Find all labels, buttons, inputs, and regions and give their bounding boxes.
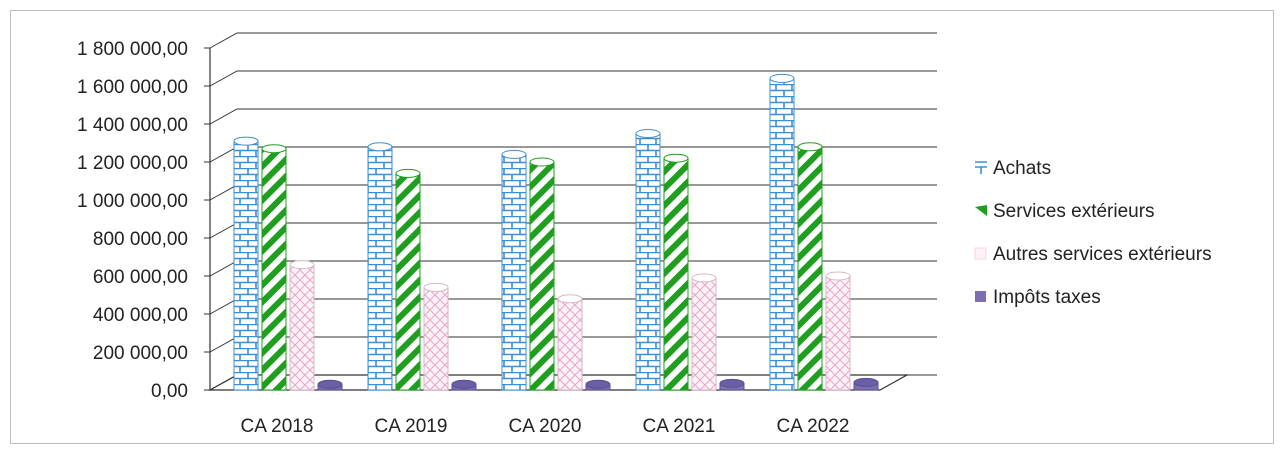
gridline [209, 108, 937, 125]
bar-autres-services-exterieurs [557, 294, 583, 391]
y-tick-label: 1 800 000,00 [77, 39, 188, 60]
bar-autres-services-exterieurs [825, 271, 851, 391]
bar-achats [501, 149, 527, 391]
y-tick-label: 400 000,00 [93, 305, 188, 326]
bar-services-exterieurs [663, 153, 689, 391]
bar-achats [635, 129, 661, 391]
bar-impots-taxes [585, 379, 611, 391]
x-tick-label: CA 2022 [777, 416, 850, 437]
svg-text:Autres services extérieurs: Autres services extérieurs [993, 244, 1212, 265]
x-tick-label: CA 2019 [375, 416, 448, 437]
bar-services-exterieurs [261, 144, 287, 391]
y-tick-label: 600 000,00 [93, 267, 188, 288]
x-tick-label: CA 2018 [241, 416, 314, 437]
bars [233, 73, 879, 391]
bar-impots-taxes [317, 379, 343, 391]
legend-item-impots-taxes: Impôts taxes [975, 287, 1101, 308]
svg-text:Services extérieurs: Services extérieurs [993, 201, 1155, 222]
gridline [209, 222, 937, 239]
bar-autres-services-exterieurs [423, 282, 449, 391]
bar-services-exterieurs [395, 168, 421, 391]
legend-item-autres-services-exterieurs: Autres services extérieurs [974, 244, 1212, 265]
bar-impots-taxes [451, 379, 477, 391]
y-tick-label: 800 000,00 [93, 229, 188, 250]
svg-text:Achats: Achats [993, 158, 1051, 179]
x-tick-label: CA 2020 [509, 416, 582, 437]
y-tick-label: 1 200 000,00 [77, 153, 188, 174]
y-tick-label: 1 000 000,00 [77, 191, 188, 212]
svg-text:Impôts taxes: Impôts taxes [993, 287, 1101, 308]
x-axis-ticks: CA 2018 CA 2019 CA 2020 CA 2021 CA 2022 [241, 416, 850, 437]
y-tick-label: 1 400 000,00 [77, 115, 188, 136]
bar-autres-services-exterieurs [691, 273, 717, 391]
gridline [209, 70, 937, 87]
y-tick-label: 0,00 [151, 381, 188, 402]
bar-impots-taxes [719, 378, 745, 391]
legend-item-achats: Achats [975, 158, 1051, 179]
bar-services-exterieurs [797, 142, 823, 391]
y-tick-label: 200 000,00 [93, 343, 188, 364]
bar-impots-taxes [853, 377, 879, 391]
bar-achats [769, 73, 795, 391]
bar-autres-services-exterieurs [289, 260, 315, 391]
x-tick-label: CA 2021 [643, 416, 716, 437]
y-axis-ticks: 0,00 200 000,00 400 000,00 600 000,00 800 00… [77, 39, 188, 402]
gridline [209, 146, 937, 163]
gridline [209, 32, 937, 49]
gridline [209, 184, 937, 201]
bar-achats [233, 136, 259, 391]
legend: Achats Services extérieurs Autres services… [974, 158, 1212, 308]
bar-achats [367, 142, 393, 391]
y-tick-label: 1 600 000,00 [77, 77, 188, 98]
legend-item-services-exterieurs: Services extérieurs [975, 201, 1155, 222]
bar-services-exterieurs [529, 157, 555, 391]
